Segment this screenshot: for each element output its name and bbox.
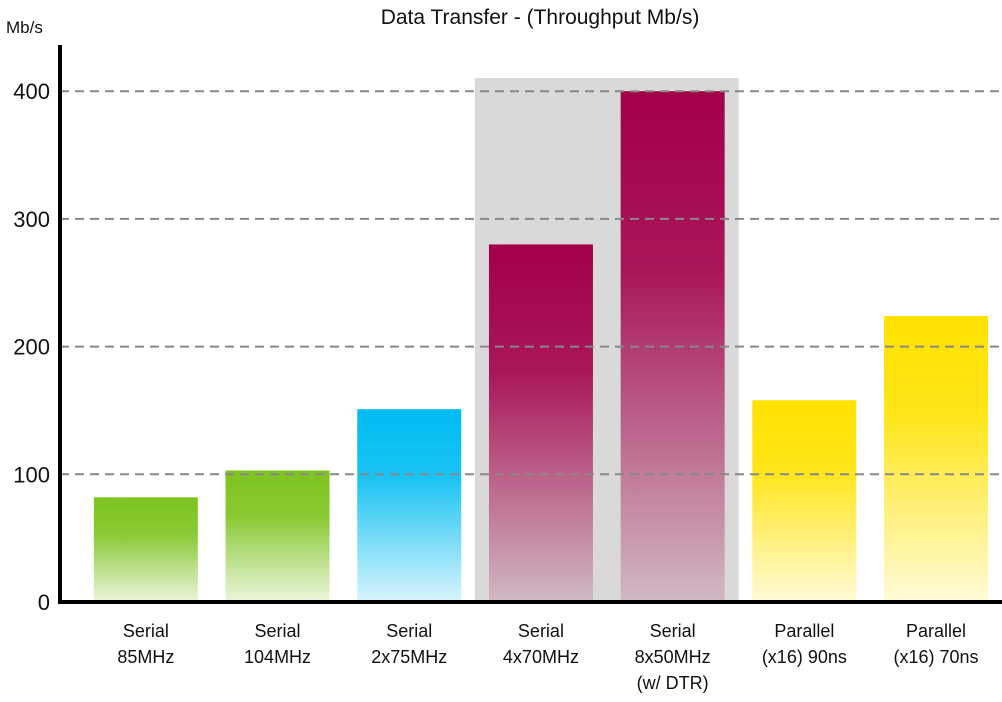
x-tick-label-line: (x16) 90ns bbox=[761, 647, 847, 667]
x-tick-label-line: 104MHz bbox=[244, 647, 312, 667]
x-tick-label-line: Serial bbox=[122, 621, 169, 641]
y-tick-label-400: 400 bbox=[13, 79, 50, 104]
x-tick-label-line: (x16) 70ns bbox=[893, 647, 979, 667]
x-tick-label-line: 8x50MHz bbox=[634, 647, 711, 667]
y-tick-label-100: 100 bbox=[13, 462, 50, 487]
y-tick-label-300: 300 bbox=[13, 207, 50, 232]
x-tick-label-0: Serial 85MHz bbox=[81, 618, 211, 670]
bar-1 bbox=[225, 470, 330, 602]
x-tick-label-4: Serial 8x50MHz (w/ DTR) bbox=[608, 618, 738, 696]
bar-3 bbox=[488, 244, 593, 602]
x-tick-label-line: 85MHz bbox=[117, 647, 175, 667]
x-tick-label-2: Serial 2x75MHz bbox=[344, 618, 474, 670]
y-tick-label-200: 200 bbox=[13, 335, 50, 360]
x-tick-label-1: Serial 104MHz bbox=[213, 618, 343, 670]
chart-title: Data Transfer - (Throughput Mb/s) bbox=[380, 6, 700, 29]
y-axis-unit-label: Mb/s bbox=[6, 18, 43, 37]
x-tick-label-line: 2x75MHz bbox=[371, 647, 448, 667]
x-tick-label-line: (w/ DTR) bbox=[636, 673, 709, 693]
bar-6 bbox=[884, 315, 989, 602]
x-tick-label-line: Parallel bbox=[774, 621, 835, 641]
x-tick-label-line: 4x70MHz bbox=[502, 647, 579, 667]
bar-0 bbox=[93, 497, 198, 602]
x-tick-label-line: Parallel bbox=[906, 621, 967, 641]
y-tick-label-0: 0 bbox=[38, 590, 50, 615]
bar-5 bbox=[752, 400, 857, 602]
x-tick-label-line: Serial bbox=[517, 621, 564, 641]
x-tick-label-line: Serial bbox=[649, 621, 696, 641]
bar-2 bbox=[357, 409, 462, 602]
x-tick-label-line: Serial bbox=[386, 621, 433, 641]
x-tick-label-5: Parallel (x16) 90ns bbox=[739, 618, 869, 670]
x-tick-label-line: Serial bbox=[254, 621, 301, 641]
x-tick-label-6: Parallel (x16) 70ns bbox=[871, 618, 1001, 670]
x-tick-label-3: Serial 4x70MHz bbox=[476, 618, 606, 670]
